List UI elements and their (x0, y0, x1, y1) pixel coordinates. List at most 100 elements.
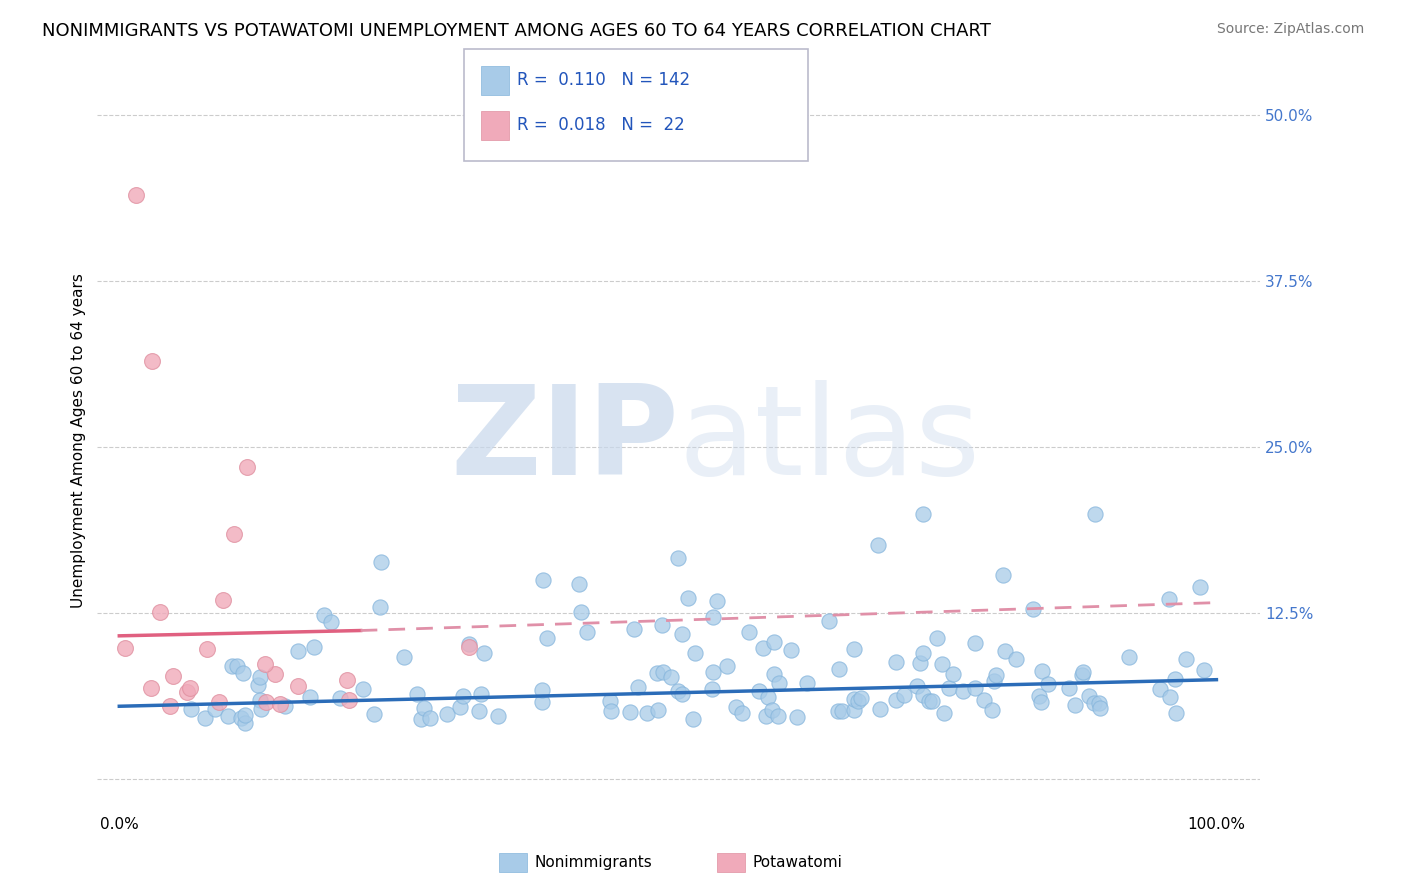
Point (531, 682, 554, 697)
Point (761, 703, 783, 717)
Point (818, 614, 841, 628)
Point (647, 702, 669, 716)
Point (756, 690, 779, 705)
Point (274, 698, 297, 713)
Point (908, 656, 931, 670)
Point (1057, 681, 1080, 695)
Point (623, 622, 645, 636)
Point (1149, 682, 1171, 697)
Point (225, 659, 247, 673)
Point (666, 683, 689, 698)
Point (731, 706, 754, 721)
Point (651, 617, 673, 632)
Point (249, 670, 271, 684)
Point (927, 631, 949, 645)
Point (1031, 664, 1053, 678)
Point (217, 709, 239, 723)
Point (842, 642, 865, 657)
Point (212, 593, 235, 607)
Point (1083, 696, 1105, 710)
Text: NONIMMIGRANTS VS POTAWATOMI UNEMPLOYMENT AMONG AGES 60 TO 64 YEARS CORRELATION C: NONIMMIGRANTS VS POTAWATOMI UNEMPLOYMENT… (42, 22, 991, 40)
Point (844, 703, 866, 717)
Point (159, 699, 181, 714)
Point (671, 687, 693, 701)
Point (141, 681, 163, 695)
Point (287, 679, 309, 693)
Point (963, 636, 986, 650)
Point (666, 551, 689, 566)
Point (702, 610, 724, 624)
Point (451, 689, 474, 703)
Point (993, 568, 1015, 582)
Point (204, 702, 226, 716)
Point (193, 711, 215, 725)
Point (938, 681, 960, 696)
Point (659, 670, 682, 684)
Point (233, 715, 256, 730)
Point (363, 707, 385, 722)
Point (780, 643, 803, 657)
Text: R =  0.110   N = 142: R = 0.110 N = 142 (517, 71, 690, 89)
Point (981, 703, 1004, 717)
Point (568, 576, 591, 591)
Point (321, 615, 343, 629)
Point (768, 675, 790, 690)
Point (868, 538, 890, 552)
Point (449, 700, 471, 714)
Point (671, 627, 693, 641)
Point (254, 657, 277, 672)
Point (179, 701, 201, 715)
Point (931, 657, 953, 672)
Point (1164, 672, 1187, 686)
Point (536, 632, 558, 646)
Point (337, 693, 360, 707)
Point (229, 711, 252, 725)
Point (1036, 677, 1059, 691)
Point (1071, 665, 1094, 680)
Point (249, 693, 271, 707)
Point (413, 701, 436, 715)
Point (676, 591, 699, 606)
Point (302, 640, 325, 654)
Point (884, 692, 907, 706)
Point (176, 685, 198, 699)
Point (149, 605, 172, 619)
Point (1021, 601, 1043, 615)
Point (724, 700, 747, 714)
Point (918, 694, 941, 708)
Point (470, 687, 492, 701)
Point (986, 668, 1008, 682)
Point (844, 691, 866, 706)
Point (766, 708, 789, 723)
Text: Potawatomi: Potawatomi (752, 855, 842, 870)
Point (419, 711, 441, 725)
Point (942, 667, 965, 681)
Point (458, 640, 481, 655)
Text: Source: ZipAtlas.com: Source: ZipAtlas.com (1216, 22, 1364, 37)
Point (222, 526, 245, 541)
Point (786, 709, 808, 723)
Point (1189, 581, 1212, 595)
Point (1028, 689, 1050, 703)
Point (221, 659, 243, 673)
Point (299, 690, 322, 705)
Point (531, 695, 554, 709)
Point (392, 649, 415, 664)
Point (912, 646, 935, 660)
Point (994, 644, 1017, 658)
Point (911, 507, 934, 521)
Point (406, 687, 429, 701)
Point (827, 662, 849, 676)
Point (716, 658, 738, 673)
Point (235, 460, 257, 475)
Point (627, 680, 650, 694)
Point (1077, 690, 1099, 704)
Point (963, 681, 986, 696)
Point (329, 691, 352, 706)
Point (1157, 592, 1180, 607)
Point (905, 679, 928, 693)
Point (336, 673, 359, 687)
Point (162, 669, 184, 683)
Point (599, 704, 621, 718)
Point (114, 640, 136, 655)
